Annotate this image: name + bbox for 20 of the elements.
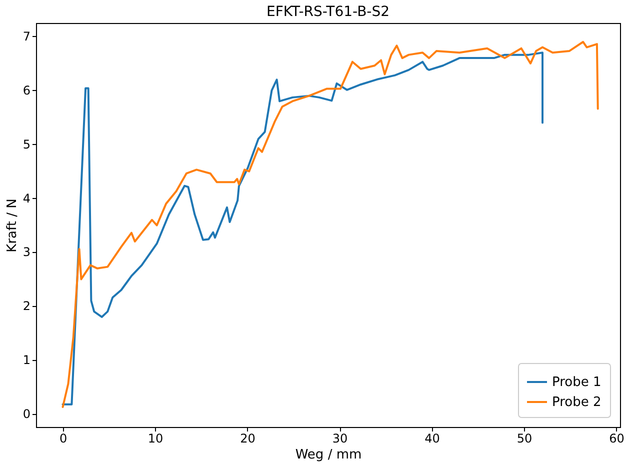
x-tick-label: 60: [609, 432, 624, 446]
y-axis-title: Kraft / N: [4, 198, 20, 252]
y-tick-label: 4: [22, 191, 30, 206]
x-tick-label: 30: [332, 432, 348, 446]
y-tick-label: 5: [22, 137, 30, 152]
x-tick-label: 10: [148, 432, 164, 446]
x-tick-label: 20: [240, 432, 256, 446]
y-tick-label: 7: [22, 29, 30, 44]
y-tick-label: 0: [22, 407, 30, 422]
y-tick-label: 3: [22, 245, 30, 260]
y-tick-label: 6: [22, 83, 30, 98]
legend-label: Probe 2: [552, 395, 602, 410]
legend-label: Probe 1: [552, 375, 602, 390]
x-tick-label: 50: [516, 432, 532, 446]
x-tick-label: 40: [424, 432, 440, 446]
x-tick-label: 0: [59, 432, 68, 446]
x-axis-title: Weg / mm: [295, 448, 362, 462]
y-tick-label: 2: [22, 299, 30, 314]
y-tick-label: 1: [22, 353, 30, 368]
chart-title: EFKT-RS-T61-B-S2: [266, 4, 390, 20]
